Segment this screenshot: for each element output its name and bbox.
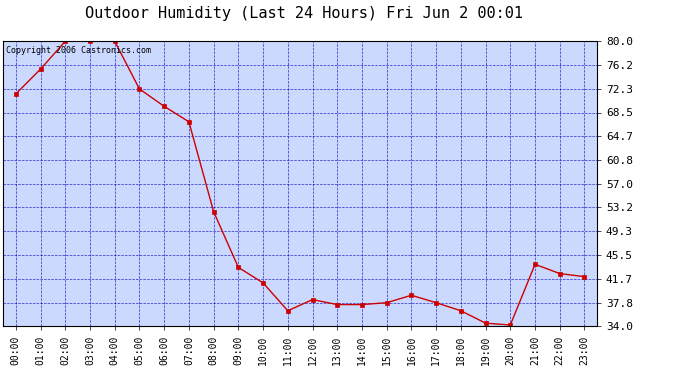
Text: Outdoor Humidity (Last 24 Hours) Fri Jun 2 00:01: Outdoor Humidity (Last 24 Hours) Fri Jun… — [85, 6, 522, 21]
Text: Copyright 2006 Castronics.com: Copyright 2006 Castronics.com — [6, 45, 151, 54]
